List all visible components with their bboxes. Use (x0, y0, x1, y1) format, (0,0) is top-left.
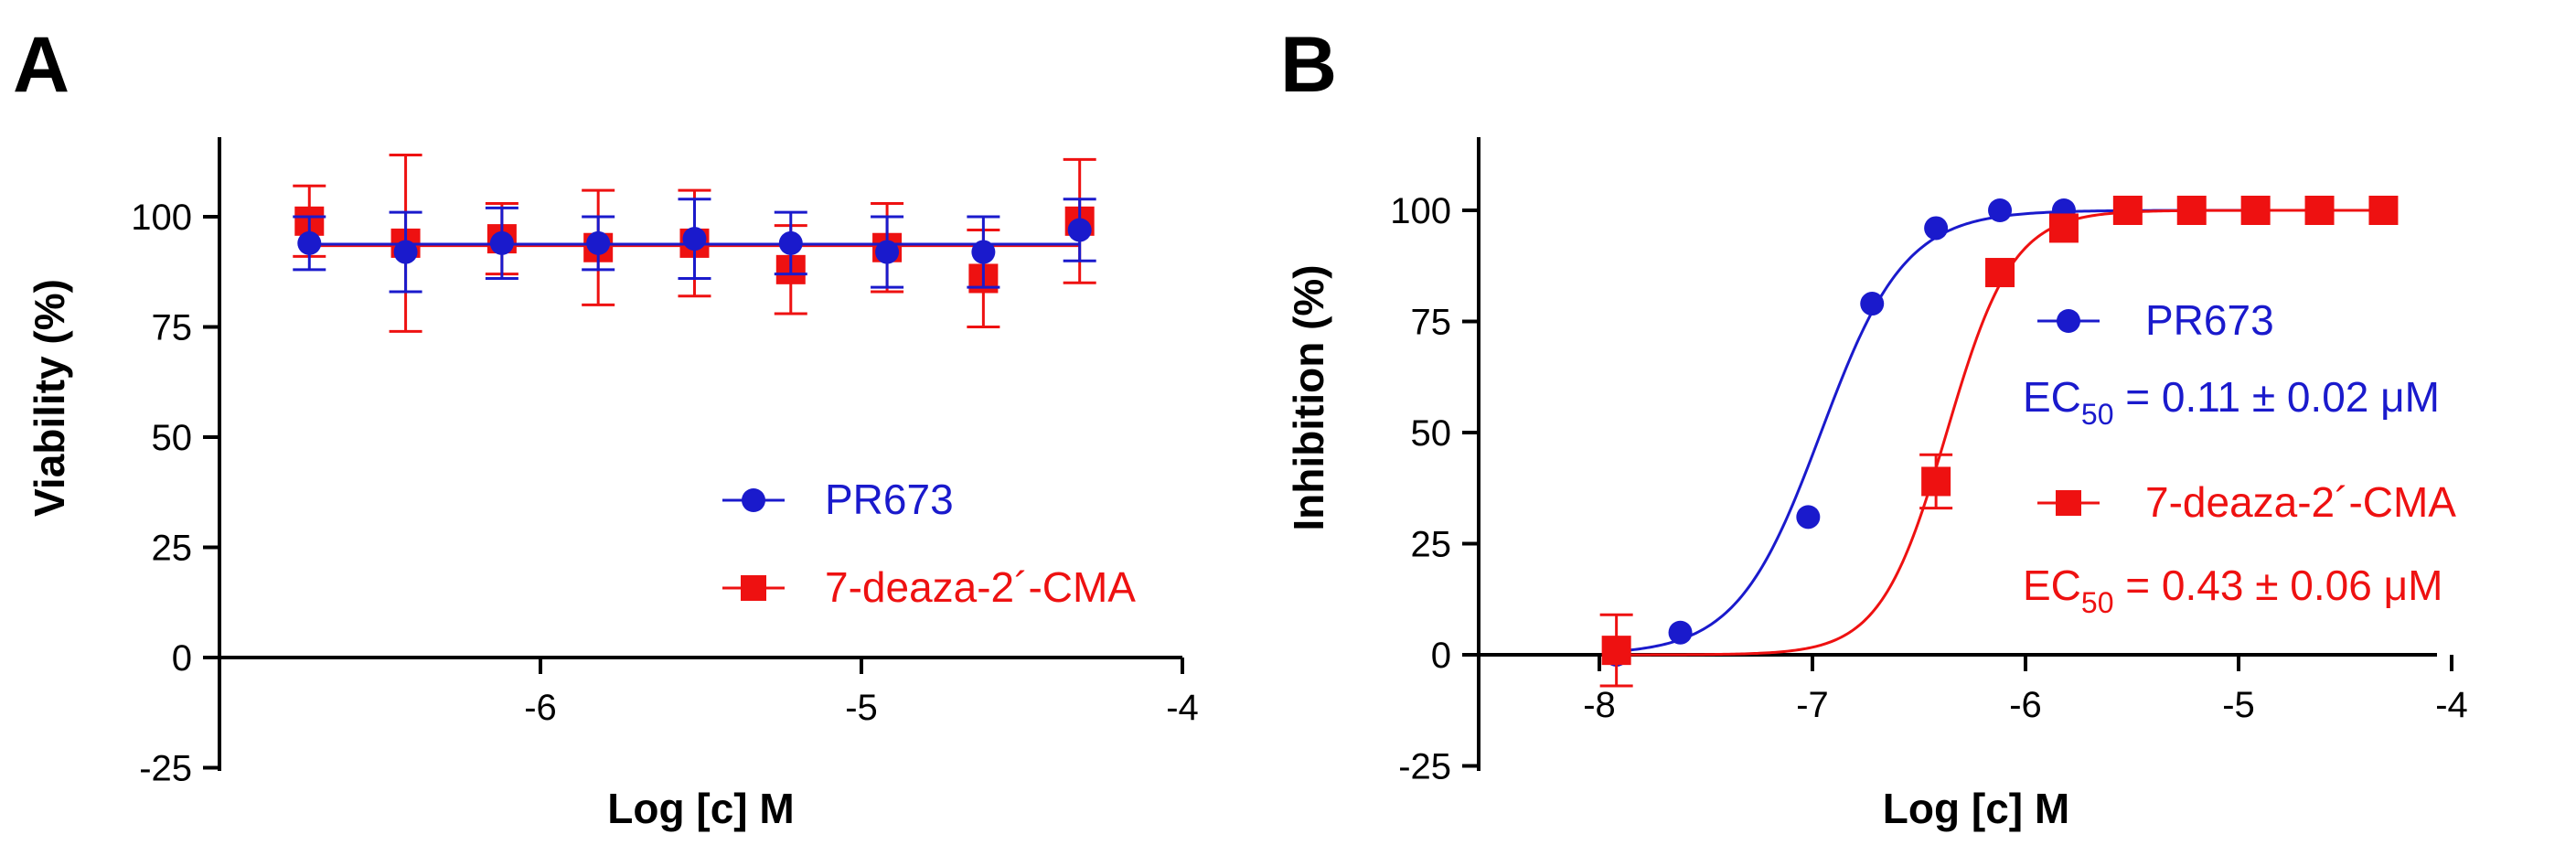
x-tick-label-b: -7 (1796, 685, 1829, 725)
x-axis-title-b: Log [c] M (1883, 785, 2069, 832)
y-tick-label-b: 75 (1411, 303, 1452, 343)
x-tick-label-b: -4 (2435, 685, 2468, 725)
data-point-cma-b (2112, 196, 2143, 225)
x-tick-label-b: -5 (2222, 685, 2255, 725)
data-point-cma-b (2048, 213, 2079, 243)
y-tick-label-b: 100 (1390, 191, 1451, 231)
ec50-prefix-pr673: EC (2023, 373, 2081, 421)
data-point-pr673-a (682, 227, 707, 251)
data-point-cma-b (2304, 196, 2335, 225)
legend-marker-pr673-b (2057, 309, 2080, 333)
data-point-pr673-a (875, 240, 900, 264)
data-point-cma-b (1601, 636, 1631, 666)
y-tick-label-a: 75 (152, 308, 193, 348)
data-point-cma-b (2240, 196, 2271, 225)
ec50-annotation-pr673: EC50 = 0.11 ± 0.02 μM (2023, 373, 2440, 431)
y-tick-label-b: 50 (1411, 413, 1452, 454)
ec50-value-pr673: = 0.11 ± 0.02 μM (2114, 373, 2440, 421)
data-point-pr673-a (297, 230, 322, 255)
legend-panel-a: PR673 7-deaza-2´-CMA (722, 476, 1136, 611)
data-point-pr673-a (1067, 218, 1092, 242)
legend-label-pr673-a: PR673 (825, 476, 954, 523)
ec50-subscript-pr673: 50 (2081, 398, 2114, 431)
legend-marker-cma-b (2056, 490, 2081, 516)
chart-panel-a: -25 0 25 50 75 100 -6 -5 -4 Log [c] M Viability (%… (26, 137, 1199, 832)
panel-letter-b: B (1280, 21, 1337, 109)
legend-label-cma-b: 7-deaza-2´-CMA (2145, 478, 2456, 526)
ec50-value-cma: = 0.43 ± 0.06 μM (2114, 562, 2443, 609)
legend-label-cma-a: 7-deaza-2´-CMA (825, 563, 1136, 611)
y-tick-label-a: 25 (152, 529, 193, 569)
data-point-cma-b (2176, 196, 2207, 225)
ec50-prefix-cma: EC (2023, 562, 2081, 609)
y-tick-label-a: 100 (131, 198, 192, 238)
ec50-subscript-cma: 50 (2081, 586, 2114, 619)
x-axis-title-a: Log [c] M (607, 785, 794, 832)
y-tick-label-a: -25 (139, 749, 192, 789)
data-point-pr673-b (1796, 505, 1821, 529)
data-point-pr673-a (586, 230, 611, 255)
x-tick-label-a: -4 (1166, 688, 1199, 728)
y-tick-label-a: 0 (172, 638, 192, 679)
data-point-cma-b (2368, 196, 2399, 225)
y-tick-label-b: 0 (1431, 636, 1451, 676)
x-tick-label-a: -6 (524, 688, 557, 728)
data-point-cma-b (1921, 466, 1951, 497)
data-point-pr673-a (971, 240, 996, 264)
y-tick-label-b: 25 (1411, 525, 1452, 565)
data-point-pr673-b (1924, 216, 1949, 241)
y-axis-title-b: Inhibition (%) (1285, 264, 1332, 530)
x-tick-label-a: -5 (845, 688, 878, 728)
data-point-pr673-b (1668, 620, 1693, 645)
ec50-annotation-cma: EC50 = 0.43 ± 0.06 μM (2023, 562, 2442, 619)
legend-label-pr673-b: PR673 (2145, 296, 2274, 344)
data-point-pr673-b (1988, 198, 2013, 222)
data-point-cma-b (1985, 258, 2015, 288)
data-point-pr673-a (393, 240, 418, 264)
data-point-pr673-b (1860, 292, 1885, 316)
data-point-pr673-a (778, 230, 803, 255)
y-axis-title-a: Viability (%) (26, 279, 73, 517)
y-tick-label-a: 50 (152, 418, 193, 458)
x-tick-label-b: -6 (2009, 685, 2042, 725)
panel-letter-a: A (13, 21, 69, 109)
legend-marker-cma-a (741, 575, 766, 601)
x-tick-label-b: -8 (1583, 685, 1616, 725)
legend-marker-pr673-a (742, 488, 765, 512)
data-point-pr673-a (489, 230, 514, 255)
chart-panel-b: -25 0 25 50 75 100 -8 -7 -6 -5 -4 Log [c] M Inhibiti… (1285, 137, 2468, 832)
legend-panel-b: PR673 EC50 = 0.11 ± 0.02 μM 7-deaza-2´-C… (2023, 296, 2456, 619)
y-tick-label-b: -25 (1398, 747, 1451, 787)
